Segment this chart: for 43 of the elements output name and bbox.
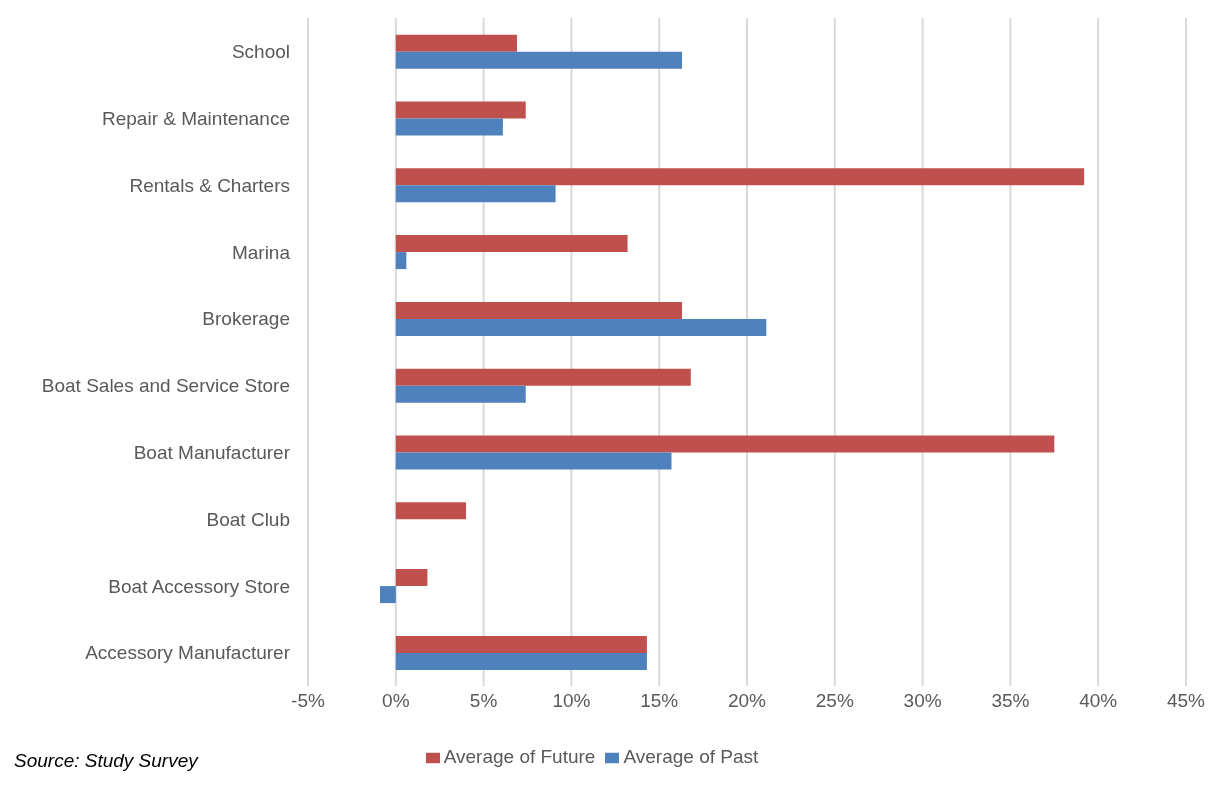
y-tick-label: Boat Club xyxy=(206,508,290,530)
x-tick-label: 35% xyxy=(991,690,1030,712)
bar xyxy=(395,235,628,253)
bar xyxy=(395,569,428,587)
bar xyxy=(395,118,503,136)
bar xyxy=(395,101,526,119)
y-tick-label: Boat Sales and Service Store xyxy=(41,375,290,397)
y-tick-label: Rentals & Charters xyxy=(129,174,290,196)
x-tick-label: -5% xyxy=(291,690,325,712)
x-tick-label: 0% xyxy=(382,690,410,712)
bar xyxy=(395,452,672,470)
y-tick-label: Boat Accessory Store xyxy=(108,575,290,597)
bar xyxy=(395,635,647,653)
bar xyxy=(395,34,517,52)
bar xyxy=(395,252,407,270)
y-tick-label: Brokerage xyxy=(202,308,290,330)
legend-label: Average of Past xyxy=(623,746,759,767)
y-tick-label: Accessory Manufacturer xyxy=(85,642,291,664)
x-tick-label: 25% xyxy=(815,690,854,712)
bar xyxy=(395,502,467,520)
x-tick-label: 10% xyxy=(552,690,591,712)
x-tick-label: 15% xyxy=(640,690,679,712)
y-tick-label: Boat Manufacturer xyxy=(133,441,291,463)
bar xyxy=(395,385,526,403)
y-tick-label: Marina xyxy=(231,241,291,263)
bar xyxy=(395,318,767,336)
bar xyxy=(395,368,691,386)
x-tick-label: 5% xyxy=(469,690,498,712)
bar xyxy=(395,301,683,319)
x-tick-label: 40% xyxy=(1079,690,1118,712)
bar xyxy=(395,652,647,670)
x-tick-label: 45% xyxy=(1166,690,1206,712)
bar xyxy=(380,586,396,604)
source-note: Source: Study Survey xyxy=(14,750,198,772)
legend-label: Average of Future xyxy=(443,746,596,767)
x-tick-label: 20% xyxy=(727,690,767,712)
bar xyxy=(395,51,683,69)
bar xyxy=(395,435,1055,453)
y-tick-label: School xyxy=(231,41,290,63)
bar xyxy=(395,168,1085,186)
bar xyxy=(395,185,556,203)
x-tick-label: 30% xyxy=(903,690,942,712)
y-tick-label: Repair & Maintenance xyxy=(102,107,290,129)
